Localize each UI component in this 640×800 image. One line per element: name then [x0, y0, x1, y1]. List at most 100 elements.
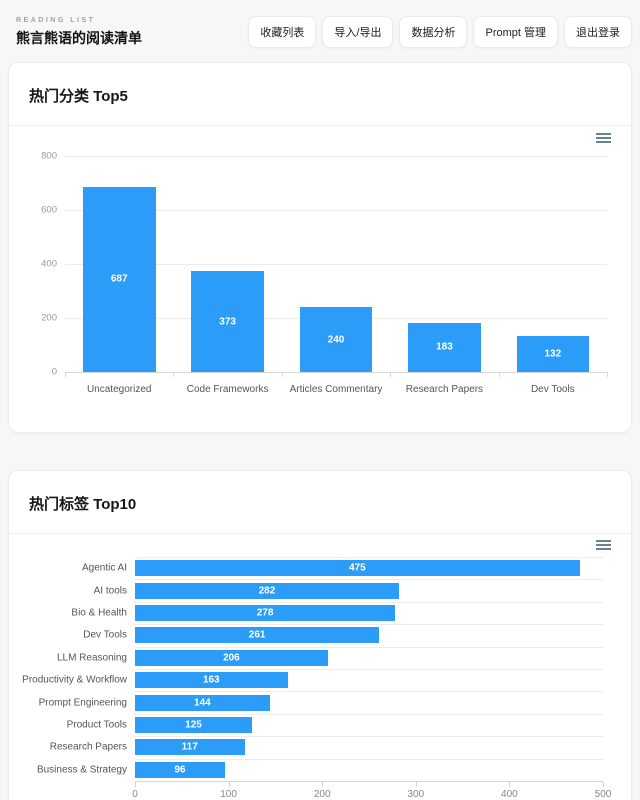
category-label: Research Papers	[49, 741, 127, 753]
x-axis-tick-mark	[173, 372, 175, 377]
x-axis-tick-label: 300	[407, 789, 425, 800]
category-label: LLM Reasoning	[56, 652, 127, 664]
bar-prompt-engineering[interactable]: 144	[135, 694, 270, 711]
category-label: Uncategorized	[86, 384, 152, 395]
x-axis-line	[65, 372, 607, 373]
category-chart-header: 热门分类 Top5	[9, 63, 631, 126]
tag-chart-card: 热门标签 Top10 475 282 278 261 206 163 144 125 117 96…	[8, 470, 632, 800]
x-axis-tick-mark	[603, 782, 604, 787]
bar-value-label: 96	[174, 764, 186, 776]
x-axis-tick-mark	[498, 372, 500, 377]
x-axis-tick-label: 200	[313, 789, 331, 800]
tag-chart-title: 热门标签 Top10	[29, 496, 137, 513]
tag-chart-header: 热门标签 Top10	[9, 471, 631, 534]
bar-product-tools[interactable]: 125	[135, 717, 252, 733]
x-axis-tick-mark	[281, 372, 283, 377]
x-axis-tick-label: 400	[501, 789, 518, 800]
x-axis-tick-mark	[509, 782, 511, 787]
nav-button-2[interactable]: 导入/导出	[322, 16, 394, 48]
bar-value-label: 206	[223, 652, 240, 664]
nav-button-5[interactable]: 退出登录	[564, 16, 632, 48]
row-gridline	[135, 601, 603, 603]
bar-value-label: 144	[194, 697, 211, 709]
nav-button-4[interactable]: Prompt 管理	[473, 16, 558, 48]
row-gridline	[135, 557, 603, 558]
chart-context-menu-icon[interactable]	[596, 133, 611, 143]
category-label: Business & Strategy	[36, 764, 127, 776]
category-label: Dev Tools	[530, 384, 575, 395]
bar-slot: 240	[282, 156, 390, 372]
bar-slot: 373	[173, 156, 281, 372]
bar-value-label: 687	[110, 273, 128, 285]
bar-articles-commentary[interactable]: 240	[299, 307, 373, 372]
bars-group: 687 373 240 183 132	[65, 156, 607, 372]
y-axis-tick-label: 600	[41, 204, 57, 216]
bar-ai-tools[interactable]: 282	[135, 582, 399, 599]
bar-value-label: 183	[436, 341, 453, 353]
bar-slot: 132	[499, 156, 607, 372]
bar-value-label: 132	[544, 348, 562, 360]
row-gridline	[135, 736, 603, 738]
category-chart-plot: 0 200 400 600 800 687 373 240 183 132	[41, 151, 608, 378]
tag-chart-plot: 475 282 278 261 206 163 144 125 117 96	[135, 557, 604, 787]
site-brand: READING LIST 熊言熊语的阅读清单	[16, 17, 142, 48]
bar-productivity-workflow[interactable]: 163	[135, 672, 288, 689]
bar-slot: 687	[65, 156, 173, 372]
tag-bar-chart: 475 282 278 261 206 163 144 125 117 96 Agentic AI A…	[9, 534, 631, 800]
bar-agentic-ai[interactable]: 475	[135, 560, 580, 577]
x-axis-tick-mark	[415, 782, 417, 787]
nav-button-1[interactable]: 收藏列表	[248, 16, 317, 48]
bar-bio-health[interactable]: 278	[135, 605, 396, 621]
row-gridline	[135, 646, 603, 648]
row-gridline	[135, 624, 603, 626]
x-axis-tick-mark	[390, 372, 392, 377]
row-gridline	[135, 669, 603, 670]
category-label: Agentic AI	[81, 562, 127, 574]
category-label: Dev Tools	[83, 629, 127, 641]
site-header: READING LIST 熊言熊语的阅读清单 收藏列表 导入/导出 数据分析 Prom…	[0, 0, 640, 55]
y-axis-tick-label: 400	[41, 258, 57, 270]
site-eyebrow: READING LIST	[16, 16, 96, 24]
bar-value-label: 373	[219, 316, 236, 328]
gridline	[65, 264, 607, 265]
category-label: Productivity & Workflow	[22, 674, 127, 686]
bar-research-papers[interactable]: 117	[135, 739, 245, 756]
bar-value-label: 117	[181, 741, 198, 753]
row-gridline	[135, 691, 603, 693]
category-label: Research Papers	[405, 384, 484, 395]
site-title: 熊言熊语的阅读清单	[16, 29, 142, 46]
bar-value-label: 240	[327, 334, 345, 346]
x-axis-category-labels: Uncategorized Code Frameworks Articles Com…	[65, 384, 607, 395]
bar-dev-tools[interactable]: 261	[135, 627, 380, 644]
row-gridline	[135, 758, 603, 760]
bar-slot: 183	[390, 156, 498, 372]
category-label: AI tools	[93, 585, 127, 597]
category-chart-title: 热门分类 Top5	[29, 88, 128, 105]
main-nav: 收藏列表 导入/导出 数据分析 Prompt 管理 退出登录	[248, 16, 632, 48]
nav-button-3[interactable]: 数据分析	[399, 16, 468, 48]
category-label: Prompt Engineering	[38, 697, 127, 709]
bar-research-papers[interactable]: 183	[408, 322, 481, 372]
gridline	[65, 156, 607, 157]
x-axis-tick-label: 500	[594, 789, 612, 800]
bar-value-label: 163	[202, 674, 220, 686]
x-axis-tick-mark	[65, 372, 66, 377]
category-label: Bio & Health	[71, 607, 127, 619]
chart-context-menu-icon[interactable]	[596, 540, 611, 550]
bar-value-label: 282	[258, 585, 276, 597]
bar-code-frameworks[interactable]: 373	[191, 271, 264, 372]
bar-value-label: 278	[256, 607, 274, 619]
bar-llm-reasoning[interactable]: 206	[135, 649, 328, 666]
row-gridline	[135, 579, 603, 581]
bar-dev-tools[interactable]: 132	[516, 336, 590, 372]
x-axis-tick-mark	[228, 782, 230, 787]
x-axis-tick-label: 0	[132, 789, 138, 800]
bar-business-strategy[interactable]: 96	[135, 761, 225, 778]
bar-uncategorized[interactable]: 687	[82, 186, 156, 372]
category-label: Product Tools	[66, 719, 127, 731]
category-label: Code Frameworks	[186, 384, 269, 395]
x-axis-tick-label: 100	[220, 789, 237, 800]
row-gridline	[135, 713, 603, 715]
bar-value-label: 475	[348, 562, 366, 574]
category-chart-card: 热门分类 Top5 0 200 400 600 800 687 373 240 183 132 Un…	[8, 62, 632, 433]
